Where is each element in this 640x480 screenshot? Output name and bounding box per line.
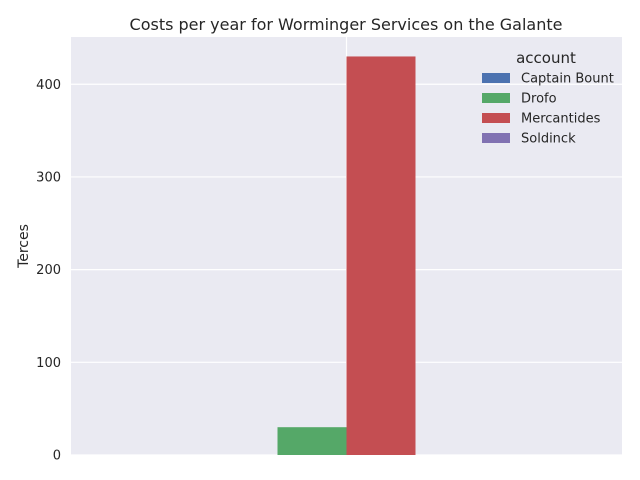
legend-label-captain-bount: Captain Bount	[521, 72, 614, 87]
legend-title: account	[516, 49, 576, 67]
legend: account Captain Bount Drofo Mercantides Sol…	[482, 49, 614, 147]
legend-swatch-mercantides	[482, 113, 510, 123]
legend-swatch-drofo	[482, 93, 510, 103]
legend-label-mercantides: Mercantides	[521, 112, 601, 127]
legend-swatch-soldinck	[482, 133, 510, 143]
y-tick-label-200: 200	[36, 263, 61, 278]
y-tick-label-400: 400	[36, 78, 61, 93]
bars	[277, 56, 416, 456]
chart-title: Costs per year for Worminger Services on…	[130, 15, 563, 34]
legend-swatch-captain-bount	[482, 73, 510, 83]
y-axis-label: Terces	[16, 224, 32, 269]
y-tick-label-100: 100	[36, 356, 61, 371]
bar-drofo	[277, 427, 347, 455]
y-tick-label-300: 300	[36, 170, 61, 185]
legend-label-soldinck: Soldinck	[521, 132, 576, 147]
y-tick-labels: 0 100 200 300 400	[36, 78, 61, 464]
legend-label-drofo: Drofo	[521, 92, 557, 107]
bar-mercantides	[346, 56, 416, 456]
y-tick-label-0: 0	[53, 449, 61, 464]
